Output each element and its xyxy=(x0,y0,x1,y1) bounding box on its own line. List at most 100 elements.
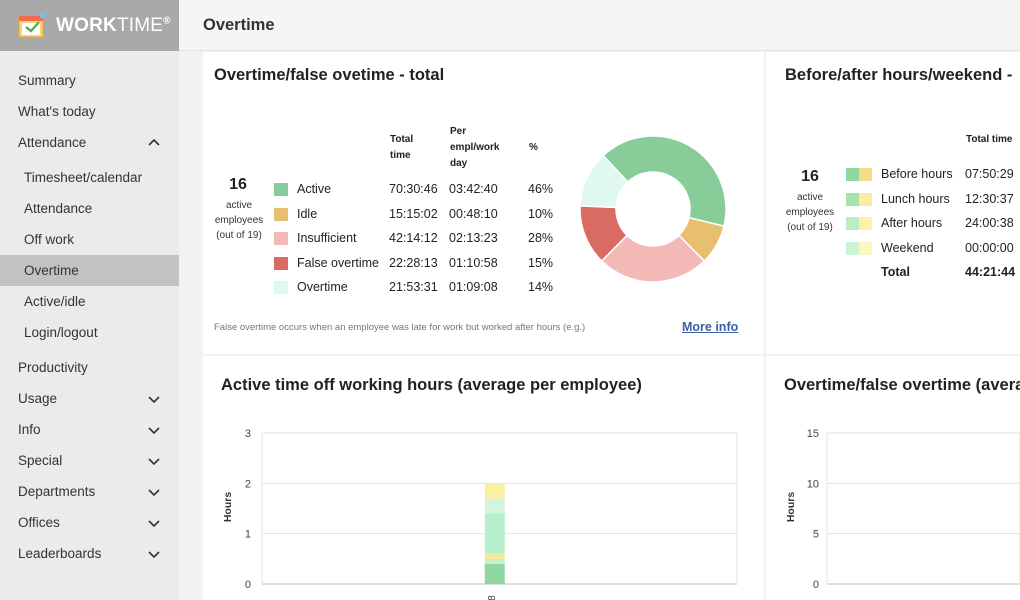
legend-swatch xyxy=(846,167,859,181)
card-title: Before/after hours/weekend - xyxy=(785,66,1013,84)
sidebar-item-label: Overtime xyxy=(24,263,79,278)
donut-slice-overtime xyxy=(579,154,629,209)
sidebar-item-summary[interactable]: Summary xyxy=(0,65,179,96)
y-tick-label: 5 xyxy=(813,529,819,541)
active-time-bar-segment-3 xyxy=(484,553,505,559)
header-per-employee: Per empl/work day xyxy=(450,126,500,169)
y-tick-label: 10 xyxy=(807,478,819,490)
table-row: Lunch hours 12:30:37 xyxy=(846,189,1014,209)
table-row: Idle 15:15:02 00:48:10 10% xyxy=(274,204,553,224)
sidebar-item-label: Usage xyxy=(18,391,58,406)
row-total: 21:53:31 xyxy=(389,280,438,294)
total-label: Total xyxy=(881,265,910,279)
row-per-day: 01:10:58 xyxy=(449,256,498,270)
sidebar-item-label: Login/logout xyxy=(24,325,98,340)
sidebar-item-off-work[interactable]: Off work xyxy=(0,224,179,255)
row-name: Before hours xyxy=(881,167,953,181)
active-time-bar-segment-5 xyxy=(484,498,505,514)
legend-swatch xyxy=(846,192,859,206)
sidebar-item-label: Attendance xyxy=(24,201,93,216)
row-total: 42:14:12 xyxy=(389,231,438,245)
card-title: Overtime/false ovetime - total xyxy=(214,66,445,84)
row-total: 22:28:13 xyxy=(389,256,438,270)
overtime-avg-bar-chart: 0 5 10 15 xyxy=(807,428,1020,591)
row-percent: 10% xyxy=(528,207,554,221)
sidebar-item-overtime[interactable]: Overtime xyxy=(0,255,179,286)
sidebar-item-login-logout[interactable]: Login/logout xyxy=(0,317,179,348)
header-total-time: Total time xyxy=(390,134,414,161)
row-total: 15:15:02 xyxy=(389,207,438,221)
table-row: Weekend 00:00:00 xyxy=(846,238,1014,258)
active-employees-count: 16 xyxy=(801,168,819,185)
legend-swatch xyxy=(274,231,288,245)
row-total: 07:50:29 xyxy=(965,167,1014,181)
row-percent: 14% xyxy=(528,280,554,294)
legend-swatch xyxy=(859,241,872,255)
row-total: 00:00:00 xyxy=(965,241,1014,255)
sidebar-item-label: Offices xyxy=(18,515,60,530)
active-time-off-hours-card: Active time off working hours (average p… xyxy=(203,356,764,600)
chevron-down-icon xyxy=(148,426,160,434)
header-total-time: Total time xyxy=(966,134,1013,145)
active-time-bar-segment-4 xyxy=(484,513,505,554)
active-time-bar-chart: 0 1 2 3 8 xyxy=(245,428,738,600)
table-row: After hours 24:00:38 xyxy=(846,213,1014,233)
table-row: Active 70:30:46 03:42:40 46% xyxy=(274,179,553,199)
row-name: Overtime xyxy=(297,280,348,294)
legend-swatch xyxy=(859,167,872,181)
header-percent: % xyxy=(529,142,538,153)
sidebar-item-active-idle[interactable]: Active/idle xyxy=(0,286,179,317)
sidebar-item-timesheet-calendar[interactable]: Timesheet/calendar xyxy=(0,162,179,193)
row-name: Idle xyxy=(297,207,318,221)
sidebar-item-label: Info xyxy=(18,422,41,437)
overtime-total-card: Overtime/false ovetime - total Total tim… xyxy=(203,52,764,354)
row-name: False overtime xyxy=(297,256,379,270)
sidebar-item-label: Summary xyxy=(18,73,76,88)
sidebar-item-whats-today[interactable]: What's today xyxy=(0,96,179,127)
row-total: 70:30:46 xyxy=(389,182,438,196)
card-title: Active time off working hours (average p… xyxy=(221,376,642,394)
card-title: Overtime/false overtime (avera xyxy=(784,376,1020,394)
more-info-link[interactable]: More info xyxy=(682,320,739,334)
row-name: Active xyxy=(297,182,332,196)
row-name: After hours xyxy=(881,216,943,230)
row-percent: 15% xyxy=(528,256,554,270)
legend-swatch xyxy=(846,216,859,230)
logo-bar[interactable]: WORKTIME® xyxy=(0,0,179,51)
active-employees-count: 16 xyxy=(229,176,247,193)
sidebar-item-leaderboards[interactable]: Leaderboards xyxy=(0,538,179,569)
y-tick-label: 1 xyxy=(245,529,251,541)
y-tick-label: 15 xyxy=(807,428,819,440)
chevron-down-icon xyxy=(148,395,160,403)
sidebar-item-productivity[interactable]: Productivity xyxy=(0,352,179,383)
sidebar-item-departments[interactable]: Departments xyxy=(0,476,179,507)
active-time-bar-segment-1 xyxy=(484,563,505,584)
row-per-day: 01:09:08 xyxy=(449,280,498,294)
sidebar-item-offices[interactable]: Offices xyxy=(0,507,179,538)
sidebar-item-label: What's today xyxy=(18,104,96,119)
legend-swatch xyxy=(274,280,288,294)
sidebar: WORKTIME® Summary What's today Attendanc… xyxy=(0,0,179,600)
sidebar-item-usage[interactable]: Usage xyxy=(0,383,179,414)
footnote: False overtime occurs when an employee w… xyxy=(214,322,586,333)
sidebar-item-label: Off work xyxy=(24,232,75,247)
legend-swatch xyxy=(846,241,859,255)
y-tick-label: 0 xyxy=(245,579,251,591)
sidebar-item-attendance[interactable]: Attendance xyxy=(0,193,179,224)
row-name: Weekend xyxy=(881,241,934,255)
y-tick-label: 3 xyxy=(245,428,251,440)
sidebar-item-special[interactable]: Special xyxy=(0,445,179,476)
legend-swatch xyxy=(859,216,872,230)
sidebar-item-label: Productivity xyxy=(18,360,88,375)
row-name: Lunch hours xyxy=(881,192,950,206)
sidebar-item-label: Departments xyxy=(18,484,96,499)
legend-swatch xyxy=(274,207,288,221)
sidebar-item-attendance-group[interactable]: Attendance xyxy=(0,127,179,158)
sidebar-item-label: Attendance xyxy=(18,135,87,150)
sidebar-item-info[interactable]: Info xyxy=(0,414,179,445)
active-employees-caption: active employees (out of 19) xyxy=(785,192,835,233)
row-percent: 28% xyxy=(528,231,554,245)
y-tick-label: 0 xyxy=(813,579,819,591)
sidebar-item-label: Leaderboards xyxy=(18,546,102,561)
legend-swatch xyxy=(859,192,872,206)
